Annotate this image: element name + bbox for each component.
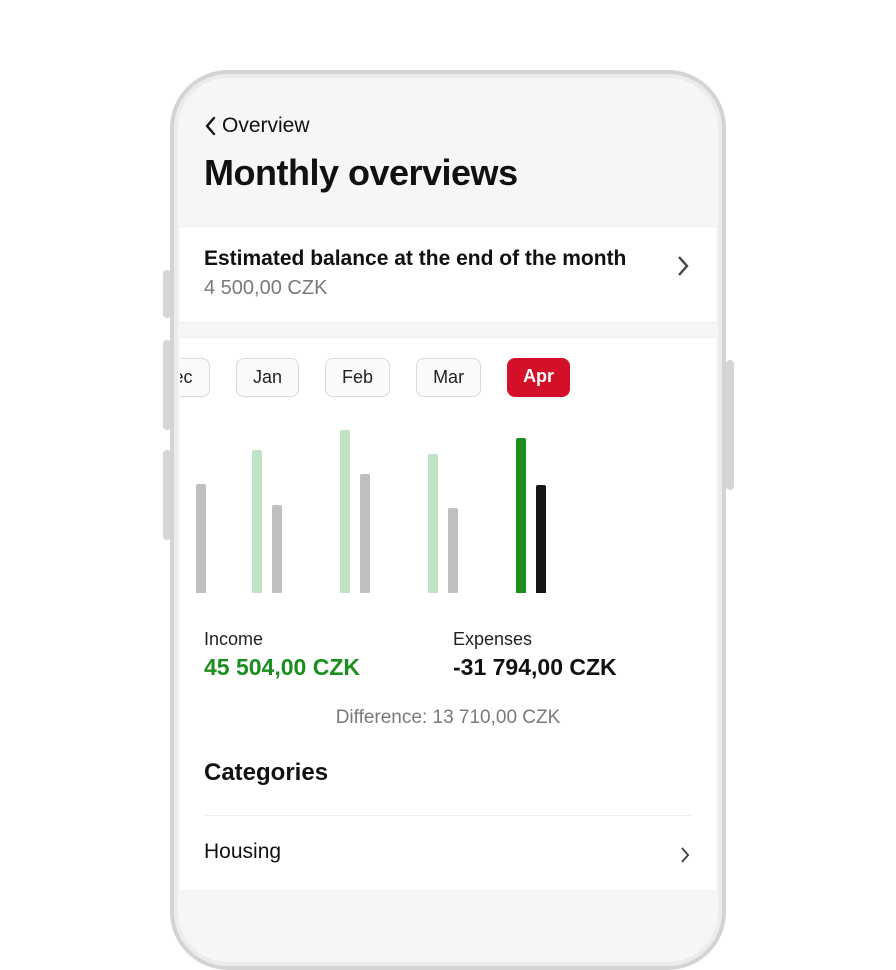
- expense-bar: [196, 484, 206, 593]
- month-pill-apr[interactable]: Apr: [507, 358, 570, 397]
- category-row-housing[interactable]: Housing: [204, 815, 692, 866]
- bar-chart: [180, 397, 716, 593]
- categories-section: Categories Housing: [180, 759, 716, 866]
- bar-group-apr: [500, 438, 562, 593]
- category-label: Housing: [204, 840, 281, 864]
- balance-title: Estimated balance at the end of the mont…: [204, 247, 626, 271]
- chevron-right-icon: [678, 844, 692, 866]
- header: Overview Monthly overviews: [180, 104, 716, 212]
- summary-row: Income 45 504,00 CZK Expenses -31 794,00…: [180, 593, 716, 681]
- monthly-chart-card: ec Jan Feb Mar Apr Income 45 504,00 CZK Expe…: [180, 337, 716, 890]
- income-label: Income: [204, 629, 443, 650]
- month-pill-mar[interactable]: Mar: [416, 358, 481, 397]
- balance-value: 4 500,00 CZK: [204, 277, 626, 300]
- month-selector: ec Jan Feb Mar Apr: [180, 358, 716, 397]
- expense-bar: [448, 508, 458, 593]
- expenses-label: Expenses: [453, 629, 692, 650]
- back-button[interactable]: Overview: [204, 114, 692, 138]
- income-bar: [516, 438, 526, 593]
- month-pill-dec[interactable]: ec: [180, 358, 210, 397]
- bar-group-jan: [236, 450, 298, 593]
- difference-text: Difference: 13 710,00 CZK: [180, 707, 716, 729]
- month-pill-feb[interactable]: Feb: [325, 358, 390, 397]
- categories-title: Categories: [204, 759, 692, 787]
- income-bar: [428, 454, 438, 593]
- expense-bar: [360, 474, 370, 593]
- page-title: Monthly overviews: [204, 152, 692, 194]
- expenses-value: -31 794,00 CZK: [453, 654, 692, 681]
- income-value: 45 504,00 CZK: [204, 654, 443, 681]
- chevron-right-icon: [674, 253, 692, 279]
- expenses-summary: Expenses -31 794,00 CZK: [453, 629, 692, 681]
- expense-bar: [272, 505, 282, 593]
- phone-power-button: [726, 360, 734, 490]
- income-bar: [340, 430, 350, 593]
- phone-screen: Overview Monthly overviews Estimated bal…: [180, 80, 716, 960]
- chevron-left-icon: [204, 116, 218, 136]
- back-label: Overview: [222, 114, 310, 138]
- phone-frame: Overview Monthly overviews Estimated bal…: [170, 70, 726, 970]
- income-summary: Income 45 504,00 CZK: [204, 629, 443, 681]
- estimated-balance-row[interactable]: Estimated balance at the end of the mont…: [180, 226, 716, 323]
- month-pill-jan[interactable]: Jan: [236, 358, 299, 397]
- bar-group-dec: [180, 484, 210, 593]
- bar-group-mar: [412, 454, 474, 593]
- expense-bar: [536, 485, 546, 593]
- bar-group-feb: [324, 430, 386, 593]
- income-bar: [252, 450, 262, 593]
